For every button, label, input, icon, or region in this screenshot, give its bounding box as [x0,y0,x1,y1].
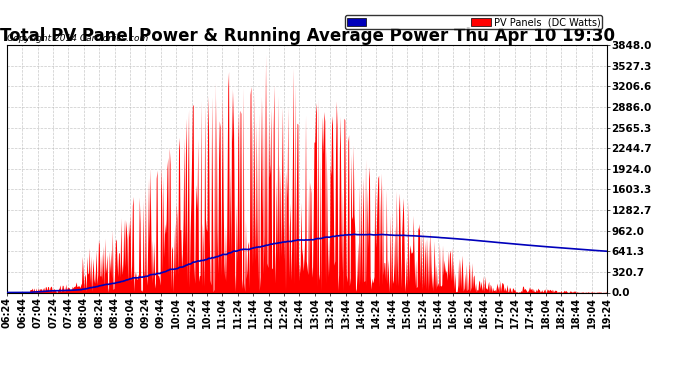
Text: Copyright 2014 Cartronics.com: Copyright 2014 Cartronics.com [7,33,148,42]
Title: Total PV Panel Power & Running Average Power Thu Apr 10 19:30: Total PV Panel Power & Running Average P… [0,27,615,45]
Legend: Average  (DC Watts), PV Panels  (DC Watts): Average (DC Watts), PV Panels (DC Watts) [345,15,602,29]
